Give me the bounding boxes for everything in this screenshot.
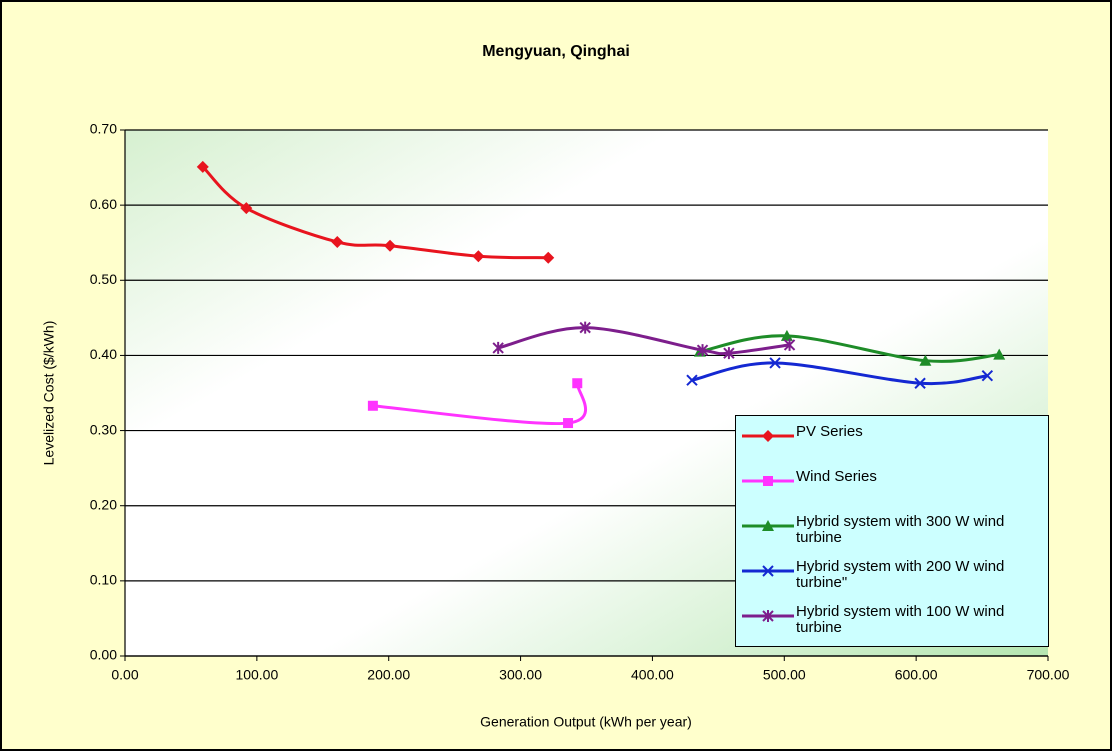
marker bbox=[783, 338, 796, 351]
legend-swatch bbox=[742, 430, 794, 442]
legend-entry: Hybrid system with 300 W wind turbine bbox=[736, 514, 1048, 560]
marker bbox=[367, 400, 378, 411]
legend-label: Hybrid system with 200 W wind turbine" bbox=[796, 558, 1005, 591]
marker bbox=[196, 160, 209, 173]
marker bbox=[919, 354, 932, 366]
y-tick-label: 0.10 bbox=[90, 572, 117, 588]
marker bbox=[240, 202, 253, 215]
series-line bbox=[699, 334, 1000, 363]
marker bbox=[492, 341, 504, 354]
marker bbox=[696, 344, 709, 357]
x-tick-label: 700.00 bbox=[1027, 667, 1070, 683]
marker bbox=[762, 565, 774, 577]
legend-label: Wind Series bbox=[796, 468, 877, 485]
y-tick-label: 0.20 bbox=[90, 496, 117, 512]
marker bbox=[763, 476, 773, 486]
x-tick-label: 200.00 bbox=[367, 667, 410, 683]
marker bbox=[762, 430, 774, 442]
marker bbox=[762, 520, 774, 531]
marker bbox=[563, 418, 574, 429]
marker bbox=[579, 321, 591, 334]
legend: PV Series Wind Series Hybrid system with 3… bbox=[735, 415, 1049, 647]
x-tick-label: 0.00 bbox=[111, 667, 138, 683]
chart-title: Mengyuan, Qinghai bbox=[482, 43, 630, 60]
legend-swatch bbox=[742, 520, 794, 531]
legend-label: Hybrid system with 100 W wind turbine bbox=[796, 603, 1005, 636]
marker bbox=[769, 357, 781, 369]
legend-entry: PV Series bbox=[736, 424, 1048, 470]
series-line bbox=[372, 382, 587, 426]
y-tick-label: 0.00 bbox=[90, 647, 117, 663]
y-tick-label: 0.70 bbox=[90, 121, 117, 137]
y-tick-label: 0.50 bbox=[90, 271, 117, 287]
x-tick-label: 100.00 bbox=[235, 667, 278, 683]
marker bbox=[780, 329, 793, 341]
marker bbox=[572, 378, 583, 389]
y-tick-label: 0.30 bbox=[90, 421, 117, 437]
marker bbox=[472, 250, 485, 263]
marker bbox=[686, 374, 698, 386]
marker bbox=[384, 239, 397, 252]
legend-label: Hybrid system with 300 W wind turbine bbox=[796, 513, 1005, 546]
x-tick-label: 300.00 bbox=[499, 667, 542, 683]
series-line bbox=[691, 361, 988, 386]
y-tick-label: 0.40 bbox=[90, 346, 117, 362]
legend-swatch bbox=[742, 610, 794, 622]
legend-label: PV Series bbox=[796, 423, 863, 440]
marker bbox=[542, 251, 555, 264]
x-tick-label: 500.00 bbox=[763, 667, 806, 683]
marker bbox=[993, 348, 1006, 360]
marker bbox=[331, 235, 344, 248]
x-tick-label: 600.00 bbox=[895, 667, 938, 683]
y-tick-label: 0.60 bbox=[90, 196, 117, 212]
x-axis-label: Generation Output (kWh per year) bbox=[480, 714, 692, 730]
legend-entry: Hybrid system with 200 W wind turbine" bbox=[736, 559, 1048, 605]
marker bbox=[981, 370, 994, 382]
marker bbox=[914, 377, 926, 389]
legend-entry: Wind Series bbox=[736, 469, 1048, 515]
legend-swatch bbox=[742, 565, 794, 577]
series-line bbox=[497, 326, 790, 356]
legend-swatch bbox=[742, 476, 794, 486]
marker bbox=[762, 610, 774, 622]
y-axis-label: Levelized Cost ($/kWh) bbox=[41, 321, 57, 466]
legend-entry: Hybrid system with 100 W wind turbine bbox=[736, 604, 1048, 650]
marker bbox=[723, 347, 735, 360]
x-tick-label: 400.00 bbox=[631, 667, 674, 683]
